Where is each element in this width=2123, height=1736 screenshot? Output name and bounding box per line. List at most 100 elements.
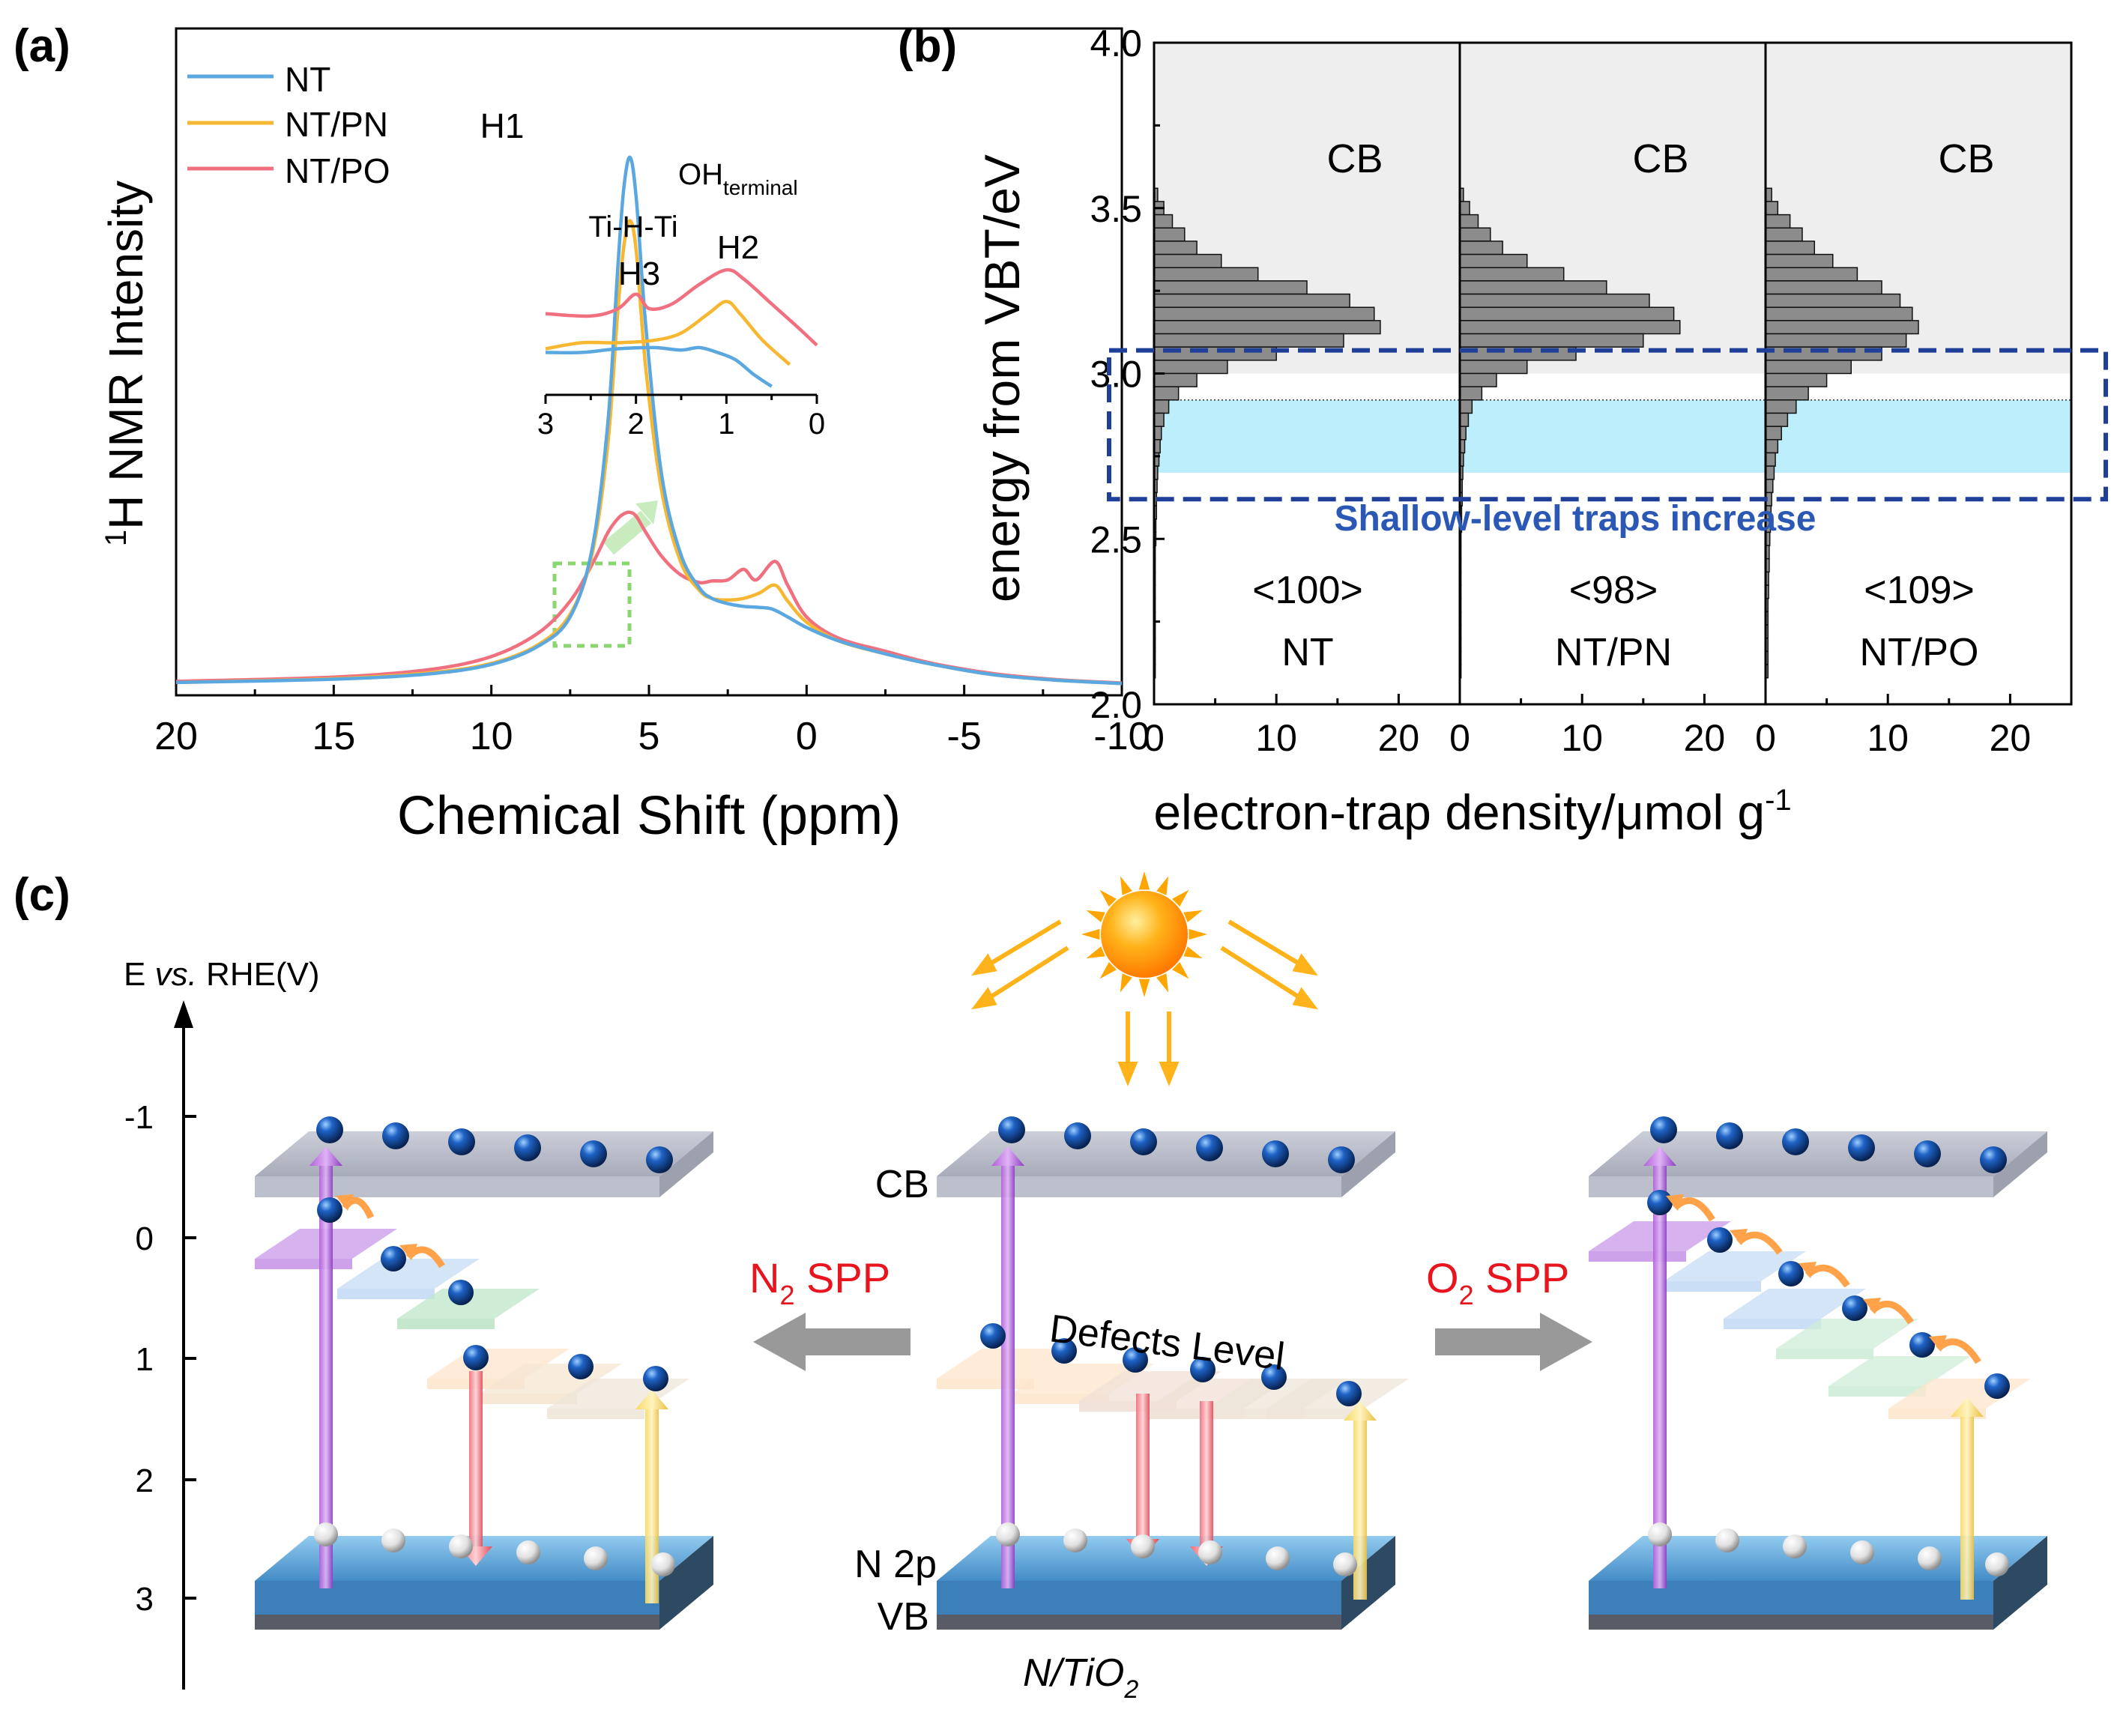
trap-bar — [1459, 412, 1470, 427]
trap-bar — [1459, 241, 1503, 255]
subpanel-ntpn: 0 10 20 CB <98> NT/PN — [1449, 41, 1767, 759]
trap-bar — [1459, 386, 1483, 401]
recombination-arrow — [469, 1371, 483, 1548]
energy-tick-label: 0 — [136, 1221, 154, 1257]
trap-bar — [1765, 452, 1776, 467]
trap-bar — [1153, 333, 1344, 348]
electron — [568, 1354, 594, 1379]
sun-ray — [1156, 876, 1169, 895]
electron — [1782, 1128, 1809, 1155]
vb-label: VB — [878, 1595, 929, 1639]
inset-label-ohterminal: OHterminal — [678, 158, 798, 199]
trap-bar — [1153, 253, 1222, 268]
band-diagram-o2-spp — [1589, 1116, 2047, 1630]
inset-x-tick-label: 1 — [718, 408, 734, 441]
hop-arrow — [1736, 1231, 1783, 1255]
trap-bar — [1765, 399, 1797, 414]
trap-bar — [1765, 386, 1809, 401]
trap-bar — [1153, 412, 1165, 427]
trap-bar — [1765, 439, 1779, 454]
band-diagram-n2-spp — [255, 1116, 713, 1630]
electron — [980, 1323, 1006, 1349]
panel-b-ylabel: energy from VBT/eV — [974, 154, 1030, 602]
series-line-nt — [175, 155, 1123, 686]
electron — [1328, 1146, 1355, 1173]
inset-x-tick-label: 0 — [809, 408, 825, 441]
hole — [1783, 1534, 1807, 1558]
trap-bar — [1765, 360, 1852, 375]
trap-bar — [1153, 280, 1308, 295]
electron — [1778, 1261, 1804, 1286]
hole — [1063, 1528, 1087, 1552]
electron — [1064, 1122, 1091, 1149]
legend-label-ntpn: NT/PN — [285, 105, 388, 144]
panel-c-label: (c) — [13, 869, 70, 921]
electron — [1051, 1338, 1077, 1364]
n2-spp-label: N2 SPP — [749, 1254, 890, 1310]
trap-bar — [1765, 241, 1816, 255]
sun-ray — [1138, 979, 1150, 997]
hole — [1985, 1552, 2009, 1576]
electron — [316, 1116, 343, 1143]
x-tick-label: 5 — [638, 715, 660, 758]
panel-a-inset-highlight — [552, 500, 658, 648]
energy-tick-label: 1 — [136, 1341, 154, 1378]
electron — [514, 1134, 541, 1161]
electron — [998, 1116, 1025, 1143]
electron — [381, 1246, 406, 1271]
subpanel-frame — [1764, 41, 2073, 706]
x-tick-label: -10 — [1093, 715, 1150, 758]
electron — [1984, 1373, 2010, 1399]
trap-bar — [1765, 372, 1828, 387]
trap-bar — [1459, 360, 1528, 375]
sun-ray — [1081, 928, 1100, 940]
electron — [646, 1146, 673, 1173]
hop-arrow — [1805, 1264, 1850, 1288]
trap-bar — [1765, 227, 1803, 242]
hole — [1918, 1546, 1942, 1570]
sample-label: NT/PN — [1555, 631, 1672, 674]
cb-region-label: CB — [1938, 136, 1994, 181]
inset-label-h2: H2 — [717, 229, 759, 266]
sun-ray — [1156, 973, 1169, 993]
panel-a-label: (a) — [13, 20, 70, 72]
trap-bar — [1765, 253, 1834, 268]
trap-bar — [1153, 360, 1228, 375]
x-tick-label: -5 — [947, 715, 982, 758]
electron — [1262, 1140, 1289, 1167]
o2-spp-arrow: O2 SPP — [1426, 1254, 1592, 1371]
n2p-label: N 2p — [854, 1543, 937, 1586]
sun-ray — [1099, 889, 1117, 907]
trap-bar — [1765, 293, 1901, 308]
electron — [1914, 1140, 1941, 1167]
shallow-trap-region — [1460, 399, 1766, 473]
recombination-arrow — [1136, 1394, 1150, 1540]
electron — [1336, 1381, 1362, 1406]
panel-a-inset: 3 2 1 0 — [537, 267, 825, 441]
excitation-arrow — [645, 1408, 659, 1603]
x-tick-label: 0 — [1144, 717, 1165, 759]
trap-bar — [1153, 267, 1259, 282]
material-label: N/TiO2 — [1023, 1651, 1138, 1704]
trap-total-label: <98> — [1569, 569, 1658, 612]
hole — [381, 1528, 405, 1552]
panel-b: (b) 0 10 20 CB <100> NT 0 10 20 CB <98> NT/PN 0 10 20 C… — [898, 20, 2108, 840]
trap-bar — [1459, 201, 1470, 216]
x-tick-label: 0 — [1449, 717, 1470, 759]
sun-ray — [1172, 889, 1189, 907]
sun-ray — [1086, 910, 1105, 922]
o2-spp-label: O2 SPP — [1426, 1254, 1569, 1310]
trap-bar — [1459, 227, 1491, 242]
sun-ray — [1099, 962, 1117, 979]
sun-ray — [1189, 928, 1207, 940]
electron — [1261, 1364, 1287, 1390]
panel-a-ylabel: 1H NMR Intensity — [99, 181, 153, 546]
electron — [1123, 1347, 1148, 1373]
trap-bar — [1153, 227, 1186, 242]
panel-b-label: (b) — [898, 20, 957, 72]
hole — [1198, 1540, 1222, 1564]
sun-ray — [1172, 962, 1189, 979]
trap-bar — [1765, 267, 1858, 282]
trap-bar — [1153, 293, 1350, 308]
